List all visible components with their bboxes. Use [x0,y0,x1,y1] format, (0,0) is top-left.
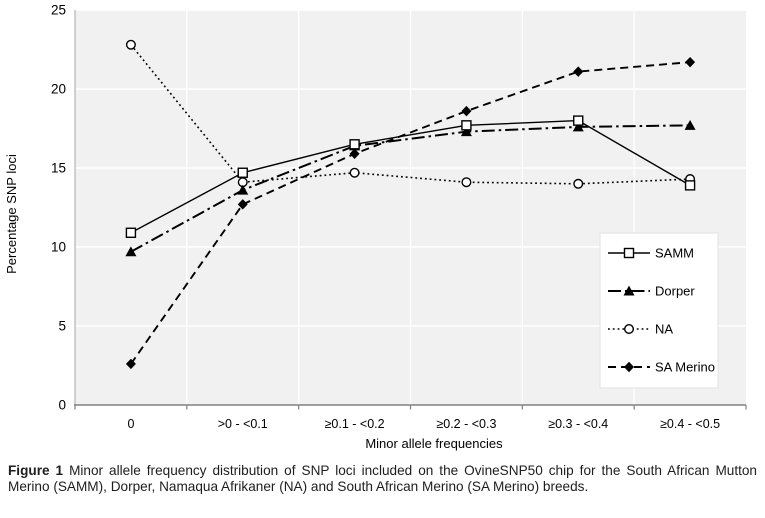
marker-shape [572,121,584,132]
y-tick-label: 0 [58,398,66,413]
marker-shape [623,285,635,296]
y-tick-label: 20 [51,82,66,97]
square-marker-legend-samm [623,247,635,259]
legend-label-dorper: Dorper [655,284,695,299]
legend-label-na: NA [655,322,673,337]
series-line-samm [130,119,691,234]
triangle-marker-point-0 [125,246,137,257]
legend-box [599,232,719,389]
figure-1-chart: 0 5 10 15 20 25 0 >0 - <0.1 ≥0.1 - <0.2 ≥0.2 - <0… [4,3,747,451]
x-tick-label: ≥0.4 - <0.5 [660,417,720,431]
y-tick-label: 15 [51,161,66,176]
diamond-marker-point-5 [685,56,696,68]
diamond-marker-legend-sa-merino [624,361,634,373]
marker-shape [125,358,136,370]
triangle-marker-point-5 [684,119,696,130]
square-marker-point-0 [125,227,137,238]
marker-shape [237,184,249,195]
circle-marker-point-4 [573,178,584,189]
circle-marker-legend-na [623,323,635,335]
circle-marker-point-0 [125,39,136,50]
marker-shape [461,177,472,188]
triangle-marker-point-1 [237,184,249,195]
x-tick-label: ≥0.3 - <0.4 [548,417,608,431]
triangle-marker-point-4 [572,121,584,132]
marker-shape [461,120,472,131]
square-marker-point-4 [573,115,584,126]
circle-marker-point-3 [461,177,472,188]
marker-shape [237,167,248,178]
x-tick-label: >0 - <0.1 [218,417,268,431]
figure-caption: Figure 1 Minor allele frequency distribu… [8,463,757,496]
square-marker-point-1 [237,167,248,178]
square-marker-point-2 [349,139,360,150]
marker-shape [624,361,634,373]
marker-shape [125,39,136,50]
series-line-sa-merino [130,61,691,365]
marker-shape [349,139,360,150]
marker-shape [461,105,472,117]
legend-label-sa-merino: SA Merino [655,360,715,375]
marker-shape [349,167,360,178]
y-tick-label: 10 [51,240,66,255]
series-line-dorper [130,124,691,253]
y-tick-label: 5 [58,319,66,334]
marker-shape [573,178,584,189]
figure-caption-text: Minor allele frequency distribution of S… [8,463,757,495]
diamond-marker-point-0 [125,358,136,370]
x-tick-label: 0 [127,417,134,431]
marker-shape [573,66,584,77]
triangle-marker-legend-dorper [623,285,635,296]
circle-marker-point-2 [349,167,360,178]
marker-shape [685,56,696,68]
marker-shape [125,227,137,238]
y-axis-title: Percentage SNP loci [4,154,19,274]
marker-shape [623,323,635,335]
square-marker-point-3 [461,120,472,131]
figure-caption-label: Figure 1 [8,463,64,478]
marker-shape [684,119,696,130]
x-tick-label: ≥0.1 - <0.2 [325,417,385,431]
chart-svg: 0 5 10 15 20 25 0 >0 - <0.1 ≥0.1 - <0.2 ≥0.2 - <0… [4,3,747,451]
marker-shape [623,247,635,259]
diamond-marker-point-4 [573,66,584,77]
y-tick-label: 25 [51,3,66,18]
marker-shape [573,115,584,126]
x-axis-title: Minor allele frequencies [365,436,503,451]
marker-shape [460,126,472,137]
square-marker-point-5 [684,180,696,191]
marker-shape [125,246,137,257]
marker-shape [684,180,696,191]
x-tick-label: ≥0.2 - <0.3 [436,417,496,431]
diamond-marker-point-3 [461,105,472,117]
triangle-marker-point-3 [460,126,472,137]
legend-label-samm: SAMM [655,246,694,261]
